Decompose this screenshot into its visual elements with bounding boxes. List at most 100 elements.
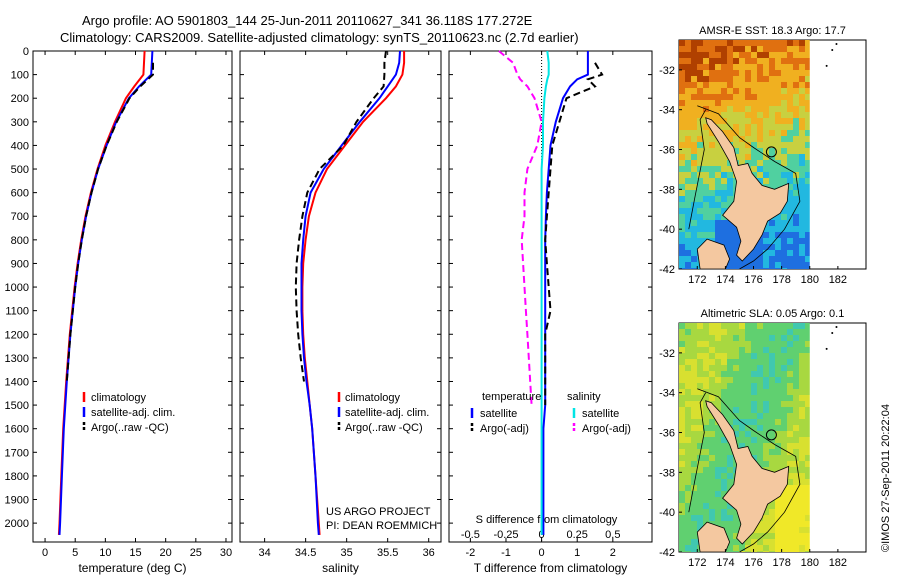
sst_map-cell — [793, 178, 799, 184]
sla_map-cell — [691, 359, 697, 365]
sla_map-cell — [745, 353, 751, 359]
temperature-ytick-label: 300 — [11, 117, 29, 129]
sla_map-cell — [781, 353, 787, 359]
sla_map-cell — [787, 401, 793, 407]
sla_map-cell — [745, 335, 751, 341]
sla_map-cell — [727, 461, 733, 467]
sst_map-cell — [733, 178, 739, 184]
sst_map-cell — [679, 256, 685, 262]
sst_map-cell — [697, 142, 703, 148]
sla_map-cell — [703, 479, 709, 485]
sst_map-cell — [691, 94, 697, 100]
sst_map-cell — [685, 112, 691, 118]
sla_map-depth-contour — [697, 388, 801, 553]
sst_map-cell — [733, 58, 739, 64]
sla_map-cell — [697, 449, 703, 455]
sst_map-cell — [793, 220, 799, 226]
sla_map-cell — [757, 335, 763, 341]
sst_map-cell — [697, 196, 703, 202]
sst_map-cell — [763, 94, 769, 100]
sst_map-cell — [733, 40, 739, 46]
sst_map-cell — [697, 112, 703, 118]
sla_map-cell — [769, 383, 775, 389]
sst_map-cell — [787, 226, 793, 232]
sla_map-cell — [685, 329, 691, 335]
sla_map-cell — [721, 401, 727, 407]
sst_map-cell — [769, 52, 775, 58]
sst_map-cell — [805, 238, 810, 244]
sst_map-cell — [721, 118, 727, 124]
sst_map-cell — [775, 130, 781, 136]
sla_map-cell — [799, 389, 805, 395]
sla_map-cell — [781, 413, 787, 419]
sst_map-cell — [685, 196, 691, 202]
sla_map-cell — [697, 509, 703, 515]
sla_map-cell — [709, 461, 715, 467]
sla_map-cell — [775, 341, 781, 347]
sst_map-cell — [685, 226, 691, 232]
sst_map-cell — [709, 130, 715, 136]
sla_map-cell — [697, 389, 703, 395]
sla_map-xtick-label: 176 — [744, 557, 762, 569]
sla_map-cell — [781, 425, 787, 431]
sla_map-cell — [775, 323, 781, 329]
sla_map-cell — [691, 431, 697, 437]
sla_map-cell — [703, 443, 709, 449]
sst_map-cell — [751, 70, 757, 76]
sst_map-cell — [781, 232, 787, 238]
sst_map-cell — [787, 178, 793, 184]
sst_map-cell — [769, 136, 775, 142]
sla_map-cell — [751, 437, 757, 443]
sst_map-cell — [757, 70, 763, 76]
sla_map-cell — [679, 545, 685, 551]
sla_map-cell — [733, 365, 739, 371]
sla_map-cell — [745, 389, 751, 395]
sst_map-cell — [805, 70, 810, 76]
sla_map-cell — [727, 479, 733, 485]
sla_map-cell — [733, 389, 739, 395]
sst_map-cell — [733, 70, 739, 76]
sla_map-cell — [793, 341, 799, 347]
sla_map-cell — [721, 515, 727, 521]
sst_map-cell — [793, 196, 799, 202]
sst_map-cell — [805, 58, 810, 64]
sla_map-cell — [799, 467, 805, 473]
temperature-xtick-label: 30 — [220, 547, 232, 559]
sst_map-cell — [703, 220, 709, 226]
sla_map-cell — [757, 539, 763, 545]
sla_map-cell — [691, 485, 697, 491]
sst_map-cell — [685, 142, 691, 148]
sla_map-cell — [691, 365, 697, 371]
sla_map-cell — [757, 437, 763, 443]
sla_map-cell — [679, 521, 685, 527]
sla_map-cell — [679, 497, 685, 503]
sst_map-cell — [799, 160, 805, 166]
sla_map-cell — [751, 335, 757, 341]
sla_map-cell — [781, 533, 787, 539]
sst_map-cell — [697, 232, 703, 238]
sst_map-cell — [739, 52, 745, 58]
sst_map-cell — [691, 196, 697, 202]
sla_map-cell — [763, 509, 769, 515]
sla_map-cell — [799, 539, 805, 545]
sla_map-cell — [781, 359, 787, 365]
sla_map-cell — [703, 515, 709, 521]
sst_map-cell — [745, 106, 751, 112]
sla_map-cell — [697, 407, 703, 413]
sla_map-cell — [697, 353, 703, 359]
sst_map-cell — [763, 64, 769, 70]
sla_map-cell — [703, 383, 709, 389]
sla_map-cell — [781, 455, 787, 461]
sla_map-cell — [775, 515, 781, 521]
sst_map-cell — [691, 88, 697, 94]
sst_map-ytick-label: -40 — [659, 224, 675, 236]
sst_map-island-dot — [831, 48, 834, 51]
sst_map-cell — [733, 100, 739, 106]
sla_map-cell — [781, 401, 787, 407]
sst_map-cell — [679, 262, 685, 268]
sla_map-cell — [703, 485, 709, 491]
sst_map-cell — [751, 82, 757, 88]
sla_map-cell — [733, 347, 739, 353]
sla_map-cell — [679, 485, 685, 491]
sst_map-cell — [715, 172, 721, 178]
